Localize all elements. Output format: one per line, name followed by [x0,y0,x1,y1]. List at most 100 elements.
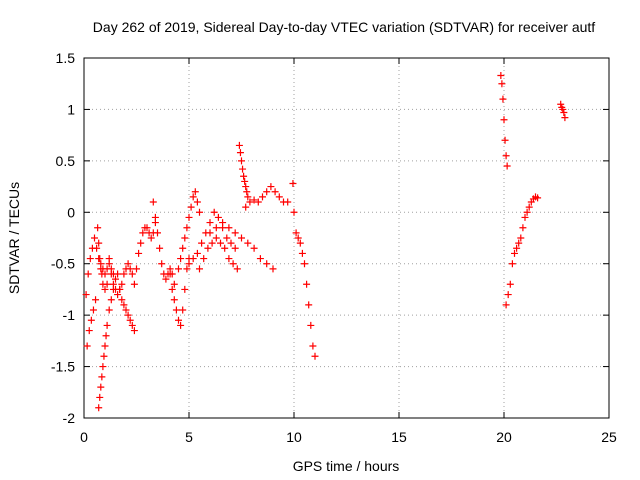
data-point [168,285,176,293]
series-arc-q [497,71,511,170]
data-point [185,213,193,221]
data-point [292,229,300,237]
data-point [233,265,241,273]
data-point [179,244,187,252]
data-point [284,198,292,206]
data-point [116,285,124,293]
series-arc-l [196,234,241,273]
data-point [114,270,122,278]
data-point [229,260,237,268]
data-point [103,280,111,288]
data-point [311,352,319,360]
ticks-layer: 0 5 10 15 20 25 1.5 1 0.5 0 -0.5 -1 -1.5 -2 [51,50,617,445]
series-arc-k [185,208,239,268]
data-point [212,224,220,232]
data-point [91,234,98,242]
data-point [107,270,115,278]
data-point [126,316,134,324]
data-point [290,208,298,216]
data-point [534,194,542,202]
data-point [96,393,104,401]
data-point [508,260,516,268]
data-point [193,198,201,206]
data-point [511,249,518,257]
x-tick-label: 10 [286,429,302,445]
data-point [118,296,126,304]
data-point [183,224,191,232]
grid-layer [84,58,609,418]
data-point [523,208,531,216]
data-point [196,265,203,273]
data-point [497,71,505,79]
data-point [242,183,250,191]
series-arc-h [149,198,178,288]
data-point [189,255,197,263]
series-arc-o [242,183,292,211]
data-point [85,327,93,335]
data-point [103,321,111,329]
data-point [181,285,189,293]
data-point [309,342,317,350]
data-point [250,196,258,204]
data-point [175,316,182,324]
data-point [114,291,122,299]
data-point [177,321,185,329]
data-point [120,301,128,309]
data-point [500,116,508,124]
data-point [236,149,244,157]
data-point [244,193,252,201]
data-point [128,321,136,329]
data-point [204,244,212,252]
data-point [198,239,206,247]
data-point [301,260,308,268]
series-arc-m [206,219,277,273]
y-tick-label: -2 [63,410,76,426]
data-point [501,136,509,144]
data-point [196,208,203,216]
y-tick-label: 1 [67,101,75,117]
y-tick-label: -1 [63,307,76,323]
series-arc-p [289,179,319,360]
data-point [231,244,239,252]
data-point [517,234,525,242]
data-point [250,244,258,252]
data-point [267,183,275,191]
data-point [242,203,250,211]
data-point [559,105,567,113]
data-point [298,249,306,257]
data-point [263,260,271,268]
data-point [130,327,138,335]
data-point [151,213,159,221]
data-point [212,234,220,242]
data-point [240,172,248,180]
data-point [95,239,103,247]
data-point [124,260,132,268]
data-point [82,291,90,299]
x-tick-label: 20 [496,429,512,445]
data-point [107,296,115,304]
data-point [181,234,189,242]
series-arc-s [557,100,569,122]
data-point [158,260,166,268]
x-tick-label: 15 [391,429,407,445]
data-point [166,270,174,278]
data-point [214,213,222,221]
data-point [504,291,512,299]
data-point [269,265,277,273]
data-point [200,255,208,263]
data-point [499,95,507,103]
series-arc-d [94,224,111,293]
data-point [102,332,110,340]
y-axis-label: SDTVAR / TECUs [6,182,22,294]
data-point [227,239,235,247]
data-point [120,270,128,278]
data-point [100,352,108,360]
data-point [191,188,199,196]
data-point [143,224,151,232]
data-point [86,255,94,263]
data-point [170,280,178,288]
data-point [183,265,191,273]
data-point [84,270,92,278]
data-point [502,301,510,309]
